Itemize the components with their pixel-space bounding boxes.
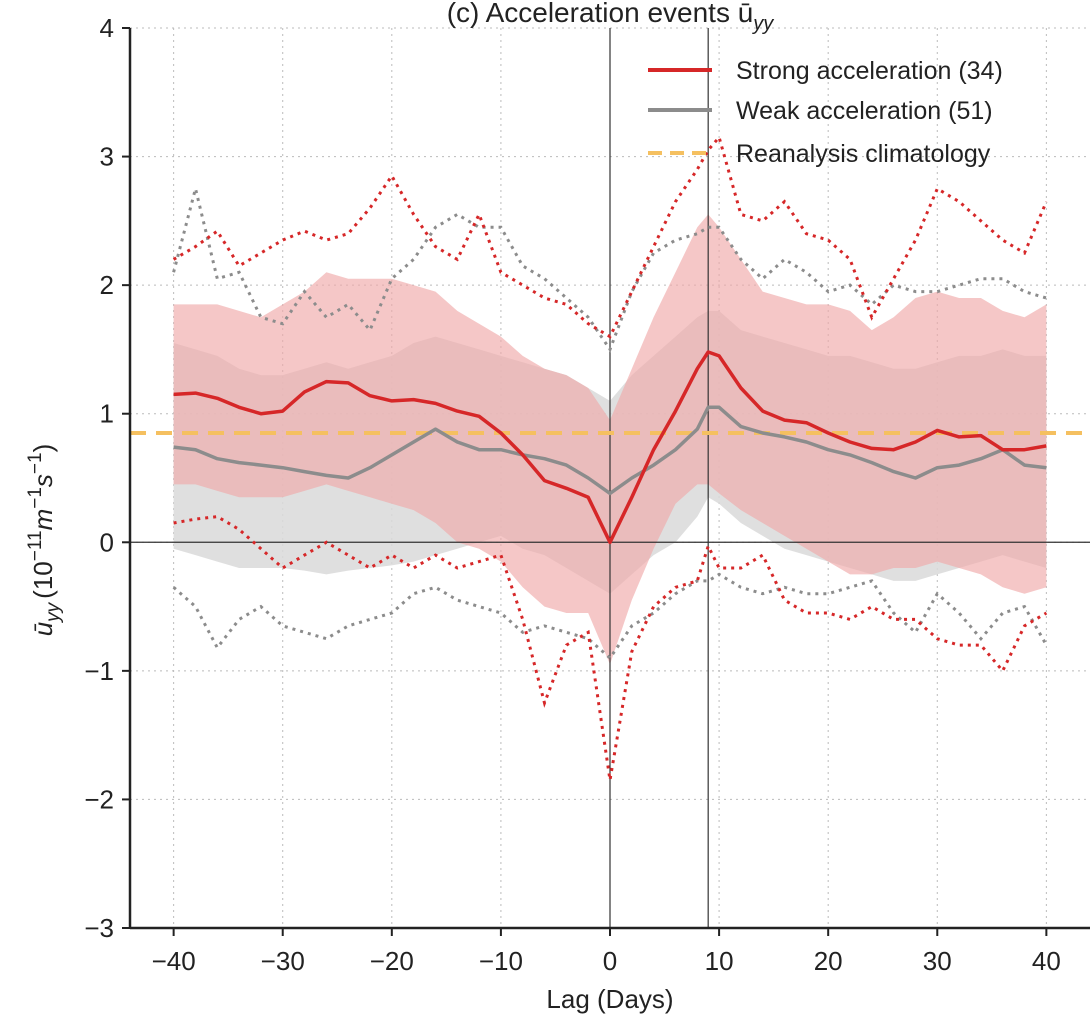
legend-label-strong: Strong acceleration (34) xyxy=(736,57,1003,85)
y-axis-label: ūyy(10−11m−1s−1) xyxy=(25,444,64,637)
x-tick-label: 20 xyxy=(814,946,843,976)
y-tick-label: 0 xyxy=(100,527,114,557)
y-tick-label: 1 xyxy=(100,399,114,429)
y-tick-label: −2 xyxy=(84,784,114,814)
x-tick-label: −20 xyxy=(370,946,414,976)
y-tick-label: −3 xyxy=(84,913,114,943)
strong-mean-line xyxy=(173,350,1047,545)
x-tick-label: 40 xyxy=(1032,946,1061,976)
strong-minimum-line xyxy=(173,515,1048,781)
x-tick-label: 10 xyxy=(705,946,734,976)
series-lines xyxy=(172,134,1048,781)
x-tick-label: 30 xyxy=(923,946,952,976)
x-tick-label: −40 xyxy=(152,946,196,976)
x-tick-label: −30 xyxy=(261,946,305,976)
weak-mean-line xyxy=(173,405,1047,496)
y-axis-label-group: ūyy(10−11m−1s−1) xyxy=(25,444,64,637)
y-tick-label: 4 xyxy=(100,13,114,43)
y-tick-label: −1 xyxy=(84,656,114,686)
x-tick-label: −10 xyxy=(479,946,523,976)
x-axis-label: Lag (Days) xyxy=(546,984,673,1014)
x-tick-label: 0 xyxy=(603,946,617,976)
chart-title: (c) Acceleration events ūyy xyxy=(447,0,775,35)
legend-label-climatology: Reanalysis climatology xyxy=(736,140,991,168)
legend: Strong acceleration (34) Weak accelerati… xyxy=(648,57,1003,168)
legend-label-weak: Weak acceleration (51) xyxy=(736,97,993,125)
y-tick-label: 2 xyxy=(100,270,114,300)
y-tick-label: 3 xyxy=(100,142,114,172)
